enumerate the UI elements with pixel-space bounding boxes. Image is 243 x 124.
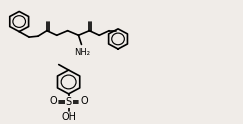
Text: O: O — [49, 96, 57, 106]
Text: NH₂: NH₂ — [74, 48, 90, 57]
Text: O: O — [80, 96, 88, 106]
Text: OH: OH — [61, 112, 76, 122]
Text: S: S — [66, 97, 72, 107]
